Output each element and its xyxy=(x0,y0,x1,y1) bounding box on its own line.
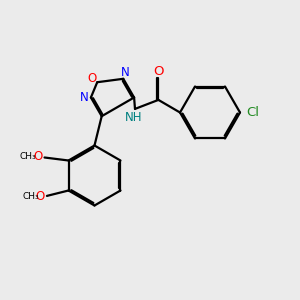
Text: N: N xyxy=(120,66,129,79)
Text: O: O xyxy=(153,65,164,78)
Text: CH₃: CH₃ xyxy=(20,152,36,161)
Text: O: O xyxy=(87,72,97,85)
Text: N: N xyxy=(80,91,89,104)
Text: NH: NH xyxy=(125,111,142,124)
Text: O: O xyxy=(33,150,43,164)
Text: O: O xyxy=(36,190,45,203)
Text: Cl: Cl xyxy=(247,106,260,119)
Text: CH₃: CH₃ xyxy=(22,192,39,201)
